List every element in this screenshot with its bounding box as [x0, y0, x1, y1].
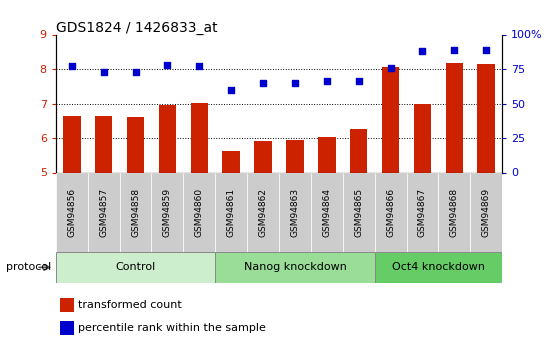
Text: GDS1824 / 1426833_at: GDS1824 / 1426833_at: [56, 21, 218, 35]
Bar: [95, 116, 112, 172]
Text: GSM94864: GSM94864: [323, 188, 331, 237]
Text: GSM94862: GSM94862: [258, 188, 267, 237]
Point: [386, 65, 395, 70]
Bar: [279, 172, 311, 252]
Bar: [374, 172, 407, 252]
Bar: [343, 172, 374, 252]
Point: [227, 87, 235, 92]
Bar: [151, 172, 184, 252]
Point: [291, 80, 300, 86]
Text: GSM94858: GSM94858: [131, 188, 140, 237]
Point: [68, 63, 76, 69]
Text: GSM94856: GSM94856: [68, 188, 76, 237]
Bar: [223, 151, 240, 172]
Text: protocol: protocol: [6, 263, 51, 272]
Point: [482, 47, 490, 52]
Bar: [119, 172, 151, 252]
Text: GSM94857: GSM94857: [99, 188, 108, 237]
Bar: [407, 172, 439, 252]
Bar: [247, 172, 279, 252]
Bar: [158, 105, 176, 172]
Point: [195, 63, 204, 69]
Text: transformed count: transformed count: [78, 300, 182, 310]
Point: [258, 80, 267, 86]
Bar: [382, 67, 400, 172]
Bar: [60, 298, 74, 312]
Text: GSM94866: GSM94866: [386, 188, 395, 237]
Text: Oct4 knockdown: Oct4 knockdown: [392, 263, 485, 272]
Point: [99, 69, 108, 75]
Text: Nanog knockdown: Nanog knockdown: [243, 263, 347, 272]
Bar: [470, 172, 502, 252]
Bar: [88, 172, 119, 252]
Text: GSM94867: GSM94867: [418, 188, 427, 237]
Text: percentile rank within the sample: percentile rank within the sample: [78, 323, 266, 333]
Bar: [478, 64, 495, 172]
Bar: [56, 252, 215, 283]
Bar: [446, 63, 463, 172]
Point: [163, 62, 172, 68]
Point: [450, 47, 459, 52]
Bar: [184, 172, 215, 252]
Bar: [413, 104, 431, 172]
Bar: [215, 172, 247, 252]
Bar: [190, 103, 208, 172]
Point: [354, 79, 363, 84]
Bar: [127, 117, 145, 172]
Text: GSM94860: GSM94860: [195, 188, 204, 237]
Bar: [254, 141, 272, 172]
Bar: [60, 321, 74, 335]
Bar: [56, 172, 88, 252]
Bar: [350, 129, 368, 172]
Bar: [286, 140, 304, 172]
Text: GSM94865: GSM94865: [354, 188, 363, 237]
Bar: [439, 172, 470, 252]
Bar: [63, 116, 80, 172]
Bar: [215, 252, 374, 283]
Point: [323, 79, 331, 84]
Text: GSM94868: GSM94868: [450, 188, 459, 237]
Bar: [311, 172, 343, 252]
Text: Control: Control: [116, 263, 156, 272]
Text: GSM94869: GSM94869: [482, 188, 490, 237]
Point: [418, 48, 427, 54]
Bar: [318, 137, 335, 172]
Point: [131, 69, 140, 75]
Text: GSM94861: GSM94861: [227, 188, 235, 237]
Text: GSM94859: GSM94859: [163, 188, 172, 237]
Bar: [374, 252, 502, 283]
Text: GSM94863: GSM94863: [291, 188, 300, 237]
